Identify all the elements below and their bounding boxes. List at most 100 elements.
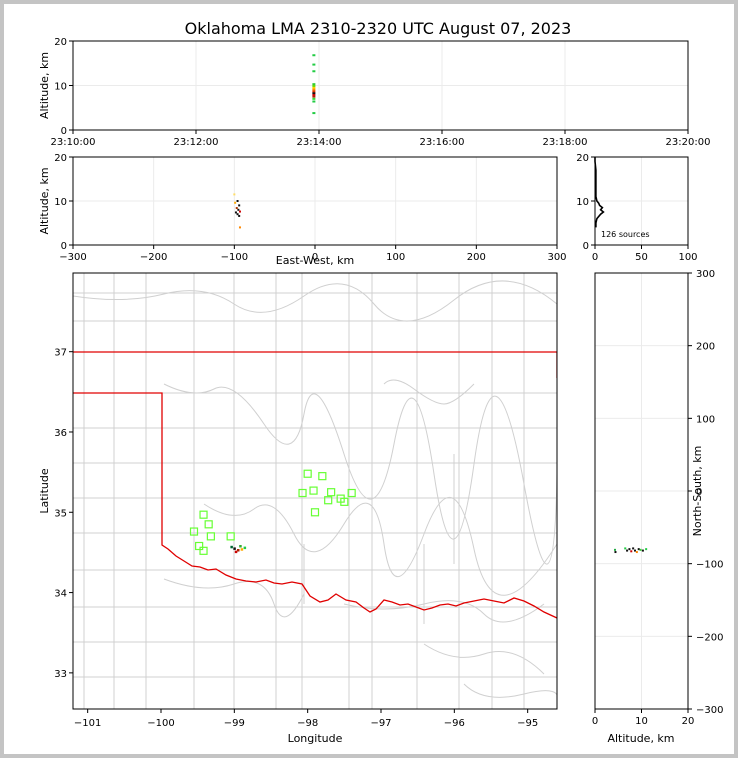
lma-station-marker — [347, 488, 356, 498]
eastwest-xtick-label: −100 — [221, 252, 248, 263]
figure-title: Oklahoma LMA 2310-2320 UTC August 07, 20… — [185, 19, 572, 38]
northsouth-ytick-label: −100 — [696, 560, 723, 571]
lma-station-marker — [206, 532, 215, 541]
altitude-time-point — [312, 70, 316, 73]
time-xtick-label: 23:14:00 — [297, 137, 342, 148]
northsouth-point — [645, 548, 648, 551]
lma-station-marker — [189, 527, 199, 536]
altitude-eastwest-ylabel: Altitude, km — [38, 167, 51, 234]
northsouth-point — [630, 550, 633, 553]
altitude-time-point — [312, 93, 316, 96]
map-xlabel: Longitude — [288, 732, 343, 745]
eastwest-xtick-label: 200 — [467, 252, 486, 263]
ns-alt-xtick-label: 0 — [592, 716, 598, 727]
longitude-tick-label: −96 — [444, 718, 465, 729]
time-xtick-label: 23:18:00 — [543, 137, 588, 148]
eastwest-xlabel: East-West, km — [276, 254, 354, 267]
lma-figure: Oklahoma LMA 2310-2320 UTC August 07, 20… — [38, 19, 723, 745]
northsouth-point — [632, 547, 635, 550]
altitude-time-point — [312, 88, 316, 91]
longitude-tick-label: −95 — [517, 718, 538, 729]
alt-ew-ytick-label: 20 — [54, 153, 67, 164]
state-boundary — [73, 351, 557, 619]
lma-station-marker — [199, 510, 208, 519]
eastwest-xtick-label: −300 — [59, 252, 86, 263]
panel-altitude-eastwest: −300 −200 −100 0 100 200 300 0 10 20 Altitude, km… — [38, 153, 567, 267]
northsouth-ytick-label: 300 — [696, 269, 715, 280]
panel-altitude-time: 23:10:00 23:12:00 23:14:00 23:16:00 23:18:00… — [38, 37, 710, 148]
northsouth-ytick-label: 200 — [696, 342, 715, 353]
northsouth-ytick-label: −300 — [696, 705, 723, 716]
lightning-source-point — [243, 546, 247, 550]
lma-station-marker — [195, 541, 204, 551]
eastwest-point — [238, 226, 241, 229]
lma-station-marker — [318, 472, 327, 481]
county-boundaries — [73, 273, 557, 709]
eastwest-point — [236, 213, 239, 216]
eastwest-point — [238, 210, 241, 213]
altitude-time-point — [312, 54, 316, 57]
northsouth-point — [635, 551, 638, 554]
eastwest-xtick-label: 0 — [312, 252, 318, 263]
lma-station-marker — [298, 488, 307, 498]
alt-ew-ytick-label: 10 — [54, 197, 67, 208]
lma-station-marker — [226, 532, 235, 541]
altitude-time-point — [312, 84, 316, 87]
eastwest-point — [238, 214, 241, 217]
time-xtick-label: 23:16:00 — [420, 137, 465, 148]
lightning-source-point — [237, 549, 240, 552]
eastwest-point — [238, 204, 241, 207]
altitude-time-ylabel: Altitude, km — [38, 52, 51, 119]
hist-xtick-label: 0 — [592, 252, 598, 263]
alt-time-ytick-label: 0 — [61, 126, 67, 137]
northsouth-ytick-label: 100 — [696, 414, 715, 425]
eastwest-point — [234, 201, 237, 204]
eastwest-xtick-label: 300 — [547, 252, 566, 263]
lightning-source-point — [239, 545, 242, 548]
lightning-source-point — [233, 547, 236, 550]
panel-altitude-histogram: 0 50 100 0 10 20 126 sources — [576, 153, 697, 263]
altitude-time-point — [312, 90, 316, 93]
northsouth-ytick-label: −200 — [696, 632, 723, 643]
lma-station-marker — [327, 488, 336, 497]
eastwest-point — [236, 200, 239, 202]
eastwest-point — [235, 207, 238, 210]
northsouth-point — [614, 551, 617, 554]
altitude-xlabel: Altitude, km — [607, 732, 674, 745]
lma-station-marker — [309, 486, 318, 495]
ns-alt-xtick-label: 10 — [635, 716, 648, 727]
ns-alt-xtick-label: 20 — [682, 716, 695, 727]
lightning-source-point — [230, 545, 233, 549]
altitude-time-point — [312, 97, 316, 100]
altitude-time-point — [312, 63, 316, 66]
latitude-tick-label: 36 — [54, 428, 67, 439]
altitude-time-point — [312, 83, 316, 86]
lightning-source-point — [234, 550, 238, 554]
hist-xtick-label: 50 — [635, 252, 648, 263]
source-count-annotation: 126 sources — [601, 230, 650, 239]
hist-alt-ytick-label: 0 — [583, 241, 589, 252]
altitude-time-point — [312, 100, 316, 103]
chart-frame: Oklahoma LMA 2310-2320 UTC August 07, 20… — [4, 4, 734, 754]
longitude-tick-label: −97 — [370, 718, 391, 729]
panel-plan-view-map-frame — [72, 272, 558, 710]
eastwest-point — [233, 193, 236, 196]
lma-station-marker — [340, 497, 349, 506]
northsouth-point — [637, 548, 640, 551]
northsouth-point — [641, 549, 644, 552]
time-xtick-label: 23:20:00 — [666, 137, 711, 148]
eastwest-point — [234, 211, 237, 214]
lma-station-marker — [204, 520, 213, 529]
lightning-source-point — [240, 548, 244, 551]
eastwest-xtick-label: 100 — [386, 252, 405, 263]
alt-ew-ytick-label: 0 — [61, 241, 67, 252]
longitude-tick-label: −100 — [147, 718, 174, 729]
northsouth-ytick-label: 0 — [696, 487, 702, 498]
hist-xtick-label: 100 — [678, 252, 697, 263]
latitude-tick-label: 34 — [54, 589, 67, 600]
eastwest-point — [237, 208, 240, 211]
altitude-histogram-line — [594, 157, 605, 228]
altitude-time-point — [312, 95, 316, 98]
panel-plan-view-map: −101 −100 −99 −98 −97 −96 −95 33 34 35 36 37 Latitu… — [38, 272, 558, 745]
altitude-time-point — [312, 112, 316, 115]
